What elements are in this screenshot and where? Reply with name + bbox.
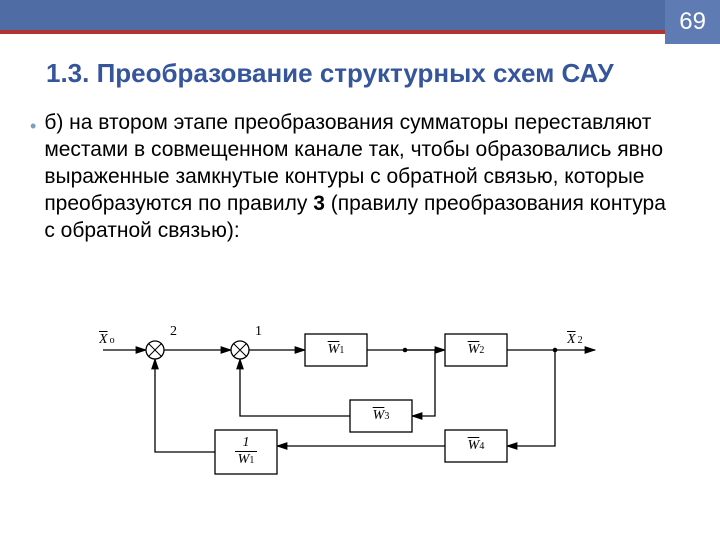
svg-text:1: 1 xyxy=(255,324,262,339)
top-bar xyxy=(0,0,720,30)
svg-text:2: 2 xyxy=(170,324,177,339)
block-diagram: 21W1W2W3W41W1X oX 2 xyxy=(95,300,615,490)
slide-heading: 1.3. Преобразование структурных схем САУ xyxy=(46,58,674,89)
bullet-item: • б) на втором этапе преобразования сумм… xyxy=(30,110,674,244)
page-number-box: 69 xyxy=(665,0,720,44)
bullet-text-bold: 3 xyxy=(313,192,325,215)
page-number: 69 xyxy=(679,8,706,36)
bullet-dot: • xyxy=(30,112,36,140)
body-text-wrap: • б) на втором этапе преобразования сумм… xyxy=(30,110,674,244)
top-bar-divider xyxy=(0,30,720,34)
bullet-text: б) на втором этапе преобразования суммат… xyxy=(44,110,674,244)
